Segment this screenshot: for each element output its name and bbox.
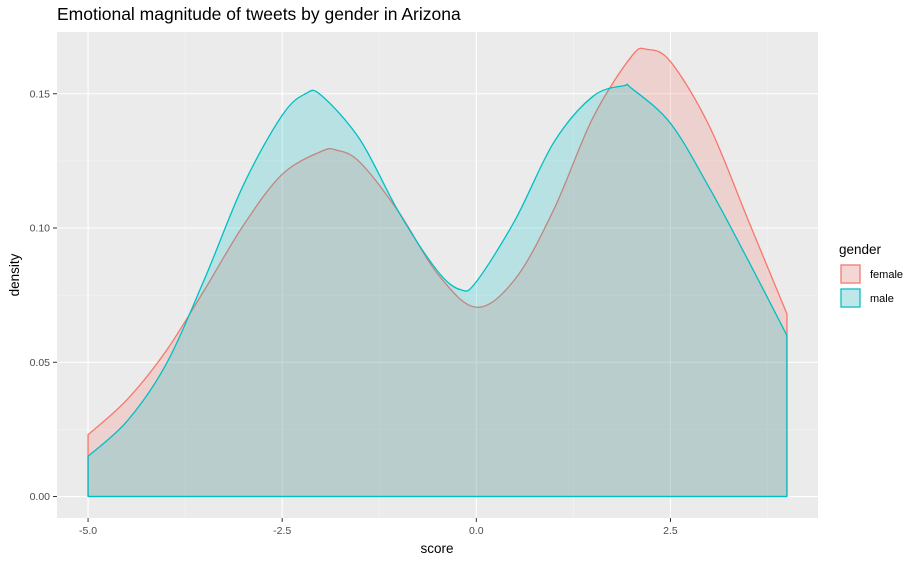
y-axis-title: density	[7, 253, 22, 296]
legend-key-bg	[840, 264, 861, 284]
legend-label-female: female	[870, 269, 903, 281]
legend-key-female	[840, 264, 861, 284]
density-areas	[87, 47, 788, 498]
density-area-female	[87, 47, 788, 498]
y-tick-label: 0.00	[30, 491, 51, 503]
x-axis-title: score	[420, 541, 453, 556]
x-tick-label: -5.0	[79, 525, 97, 537]
plot-panel	[57, 32, 818, 518]
density-area-male	[87, 83, 788, 498]
legend-label-male: male	[870, 293, 894, 305]
legend-title: gender	[839, 242, 882, 257]
chart-title: Emotional magnitude of tweets by gender …	[57, 4, 461, 24]
axis-ticks	[53, 93, 671, 522]
y-tick-label: 0.05	[30, 357, 51, 369]
legend-key-bg	[840, 288, 861, 308]
legend-key-male	[840, 288, 861, 308]
axis-tick-labels: -5.0 -2.5 0.0 2.5 0.00 0.05 0.10 0.15	[30, 88, 678, 537]
x-tick-label: 2.5	[663, 525, 678, 537]
x-tick-label: -2.5	[273, 525, 291, 537]
x-tick-label: 0.0	[469, 525, 484, 537]
legend: gender female male	[839, 242, 903, 308]
y-tick-label: 0.10	[30, 223, 51, 235]
y-tick-label: 0.15	[30, 88, 51, 100]
minor-gridlines	[57, 32, 818, 518]
